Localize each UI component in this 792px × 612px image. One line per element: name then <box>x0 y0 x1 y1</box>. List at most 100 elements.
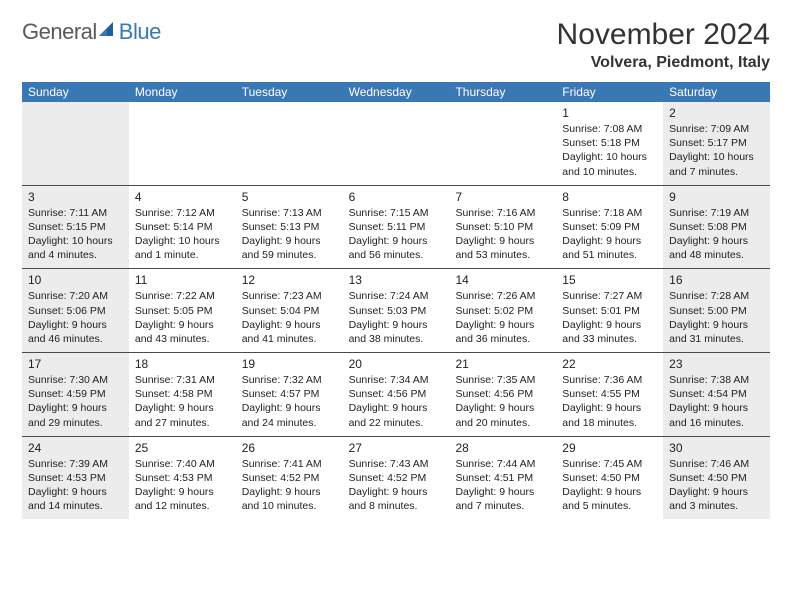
sunrise-entry: Sunrise: 7:44 AM <box>455 457 550 471</box>
sunrise-entry: Sunrise: 7:38 AM <box>669 373 764 387</box>
sunset-entry: Sunset: 5:15 PM <box>28 220 123 234</box>
calendar-day-cell <box>236 102 343 185</box>
daylight-entry: Daylight: 9 hours and 59 minutes. <box>242 234 337 262</box>
calendar-day-cell: 5Sunrise: 7:13 AMSunset: 5:13 PMDaylight… <box>236 186 343 269</box>
day-number: 6 <box>349 190 444 204</box>
calendar-day-cell: 28Sunrise: 7:44 AMSunset: 4:51 PMDayligh… <box>449 437 556 520</box>
daylight-entry: Daylight: 9 hours and 3 minutes. <box>669 485 764 513</box>
weekday-header: Monday <box>129 82 236 102</box>
sunrise-entry: Sunrise: 7:16 AM <box>455 206 550 220</box>
sunrise-entry: Sunrise: 7:23 AM <box>242 289 337 303</box>
day-number: 10 <box>28 273 123 287</box>
sunset-entry: Sunset: 5:17 PM <box>669 136 764 150</box>
day-number: 17 <box>28 357 123 371</box>
sunrise-entry: Sunrise: 7:08 AM <box>562 122 657 136</box>
sunset-entry: Sunset: 5:10 PM <box>455 220 550 234</box>
sunset-entry: Sunset: 5:01 PM <box>562 304 657 318</box>
daylight-entry: Daylight: 10 hours and 7 minutes. <box>669 150 764 178</box>
sunrise-entry: Sunrise: 7:20 AM <box>28 289 123 303</box>
daylight-entry: Daylight: 9 hours and 43 minutes. <box>135 318 230 346</box>
sunset-entry: Sunset: 5:03 PM <box>349 304 444 318</box>
day-number: 30 <box>669 441 764 455</box>
calendar-day-cell: 22Sunrise: 7:36 AMSunset: 4:55 PMDayligh… <box>556 353 663 436</box>
calendar-day-cell: 23Sunrise: 7:38 AMSunset: 4:54 PMDayligh… <box>663 353 770 436</box>
sunset-entry: Sunset: 5:04 PM <box>242 304 337 318</box>
sunset-entry: Sunset: 4:53 PM <box>135 471 230 485</box>
daylight-entry: Daylight: 9 hours and 10 minutes. <box>242 485 337 513</box>
calendar-week-row: 10Sunrise: 7:20 AMSunset: 5:06 PMDayligh… <box>22 268 770 352</box>
day-number: 4 <box>135 190 230 204</box>
daylight-entry: Daylight: 9 hours and 27 minutes. <box>135 401 230 429</box>
sunrise-entry: Sunrise: 7:11 AM <box>28 206 123 220</box>
daylight-entry: Daylight: 9 hours and 24 minutes. <box>242 401 337 429</box>
daylight-entry: Daylight: 9 hours and 14 minutes. <box>28 485 123 513</box>
calendar-day-cell: 11Sunrise: 7:22 AMSunset: 5:05 PMDayligh… <box>129 269 236 352</box>
day-number: 7 <box>455 190 550 204</box>
sunset-entry: Sunset: 4:54 PM <box>669 387 764 401</box>
calendar-day-cell: 19 Sunrise: 7:32 AMSunset: 4:57 PMDayligh… <box>236 353 343 436</box>
daylight-entry: Daylight: 9 hours and 8 minutes. <box>349 485 444 513</box>
calendar-day-cell: 9Sunrise: 7:19 AMSunset: 5:08 PMDaylight… <box>663 186 770 269</box>
day-number: 19 <box>242 357 337 371</box>
weekday-header: Friday <box>556 82 663 102</box>
sunset-entry: Sunset: 4:55 PM <box>562 387 657 401</box>
sunrise-entry: Sunrise: 7:32 AM <box>242 373 337 387</box>
brand-part2: Blue <box>119 19 161 45</box>
day-number: 28 <box>455 441 550 455</box>
sunset-entry: Sunset: 4:50 PM <box>669 471 764 485</box>
sunset-entry: Sunset: 4:59 PM <box>28 387 123 401</box>
sunrise-entry: Sunrise: 7:18 AM <box>562 206 657 220</box>
day-number: 18 <box>135 357 230 371</box>
sunset-entry: Sunset: 4:57 PM <box>242 387 337 401</box>
sunset-entry: Sunset: 5:09 PM <box>562 220 657 234</box>
calendar-week-row: 3Sunrise: 7:11 AMSunset: 5:15 PMDaylight… <box>22 185 770 269</box>
weekday-header-row: SundayMondayTuesdayWednesdayThursdayFrid… <box>22 82 770 102</box>
sunrise-entry: Sunrise: 7:22 AM <box>135 289 230 303</box>
daylight-entry: Daylight: 10 hours and 1 minute. <box>135 234 230 262</box>
day-number: 21 <box>455 357 550 371</box>
sunset-entry: Sunset: 5:11 PM <box>349 220 444 234</box>
weekday-header: Thursday <box>449 82 556 102</box>
calendar-day-cell: 20Sunrise: 7:34 AMSunset: 4:56 PMDayligh… <box>343 353 450 436</box>
calendar-day-cell: 3Sunrise: 7:11 AMSunset: 5:15 PMDaylight… <box>22 186 129 269</box>
sunset-entry: Sunset: 5:18 PM <box>562 136 657 150</box>
day-number: 5 <box>242 190 337 204</box>
day-number: 8 <box>562 190 657 204</box>
sunset-entry: Sunset: 5:00 PM <box>669 304 764 318</box>
calendar-page: General Blue November 2024 Volvera, Pied… <box>0 0 792 537</box>
calendar-week-row: 17 Sunrise: 7:30 AMSunset: 4:59 PM Dayligh… <box>22 352 770 436</box>
brand-part1: General <box>22 19 97 45</box>
weekday-header: Wednesday <box>343 82 450 102</box>
sunset-entry: Sunset: 4:56 PM <box>455 387 550 401</box>
calendar-day-cell: 29Sunrise: 7:45 AMSunset: 4:50 PMDayligh… <box>556 437 663 520</box>
calendar-day-cell <box>129 102 236 185</box>
sunset-entry: Sunset: 4:53 PM <box>28 471 123 485</box>
sunrise-entry: Sunrise: 7:43 AM <box>349 457 444 471</box>
month-title: November 2024 <box>557 18 770 52</box>
calendar-day-cell: 6Sunrise: 7:15 AMSunset: 5:11 PMDaylight… <box>343 186 450 269</box>
daylight-entry: Daylight: 9 hours and 22 minutes. <box>349 401 444 429</box>
brand-logo: General Blue <box>22 18 161 45</box>
daylight-entry: Daylight: 10 hours and 10 minutes. <box>562 150 657 178</box>
calendar-day-cell: 16Sunrise: 7:28 AMSunset: 5:00 PMDayligh… <box>663 269 770 352</box>
calendar-day-cell: 25Sunrise: 7:40 AMSunset: 4:53 PMDayligh… <box>129 437 236 520</box>
daylight-entry: Daylight: 9 hours and 48 minutes. <box>669 234 764 262</box>
sunrise-entry: Sunrise: 7:30 AM <box>28 373 123 387</box>
day-number: 9 <box>669 190 764 204</box>
day-number: 16 <box>669 273 764 287</box>
sunrise-entry: Sunrise: 7:15 AM <box>349 206 444 220</box>
calendar-day-cell: 21 Sunrise: 7:35 AMSunset: 4:56 PMDayligh… <box>449 353 556 436</box>
sunrise-entry: Sunrise: 7:27 AM <box>562 289 657 303</box>
sunset-entry: Sunset: 5:13 PM <box>242 220 337 234</box>
daylight-entry: Daylight: 9 hours and 20 minutes. <box>455 401 550 429</box>
calendar-body: 1Sunrise: 7:08 AMSunset: 5:18 PMDaylight… <box>22 102 770 519</box>
calendar-day-cell: 12Sunrise: 7:23 AMSunset: 5:04 PMDayligh… <box>236 269 343 352</box>
page-header: General Blue November 2024 Volvera, Pied… <box>22 18 770 72</box>
sunrise-entry: Sunrise: 7:12 AM <box>135 206 230 220</box>
sunrise-entry: Sunrise: 7:39 AM <box>28 457 123 471</box>
sunrise-entry: Sunrise: 7:40 AM <box>135 457 230 471</box>
sunset-entry: Sunset: 4:51 PM <box>455 471 550 485</box>
sunrise-entry: Sunrise: 7:36 AM <box>562 373 657 387</box>
daylight-entry: Daylight: 9 hours and 12 minutes. <box>135 485 230 513</box>
sunrise-entry: Sunrise: 7:35 AM <box>455 373 550 387</box>
